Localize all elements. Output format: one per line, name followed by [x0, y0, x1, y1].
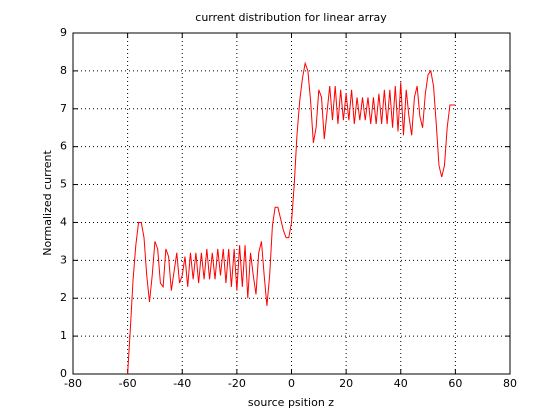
chart-title: current distribution for linear array [195, 11, 387, 24]
x-tick-label: 40 [394, 377, 408, 390]
y-tick-label: 8 [60, 64, 67, 77]
x-tick-label: -60 [119, 377, 137, 390]
axes-box [72, 32, 511, 375]
x-tick-label: 60 [448, 377, 462, 390]
y-tick-label: 4 [60, 215, 67, 228]
x-tick-label: 0 [288, 377, 295, 390]
x-axis-label: source psition z [248, 396, 334, 409]
y-tick-label: 1 [60, 329, 67, 342]
y-tick-label: 5 [60, 178, 67, 191]
x-tick-label: -40 [173, 377, 191, 390]
y-tick-label: 3 [60, 253, 67, 266]
x-tick-label: 80 [503, 377, 517, 390]
y-tick-label: 0 [60, 367, 67, 380]
y-tick-label: 9 [60, 26, 67, 39]
data-line [127, 61, 456, 375]
x-tick-label: 20 [339, 377, 353, 390]
y-tick-label: 7 [60, 102, 67, 115]
x-tick-label: -20 [228, 377, 246, 390]
x-tick-label: -80 [64, 377, 82, 390]
y-tick-label: 2 [60, 291, 67, 304]
y-tick-label: 6 [60, 140, 67, 153]
y-axis-label: Normalized current [41, 150, 54, 256]
